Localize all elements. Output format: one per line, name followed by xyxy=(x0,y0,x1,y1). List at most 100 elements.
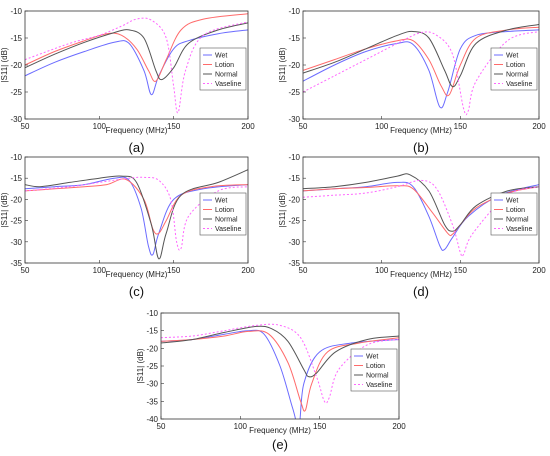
legend-label-vaseline: Vaseline xyxy=(215,226,241,233)
y-tick-label: -15 xyxy=(10,174,22,183)
series-line-lotion xyxy=(161,330,399,412)
legend-label-lotion: Lotion xyxy=(215,62,234,69)
series-line-vaseline xyxy=(25,176,248,251)
series-line-normal xyxy=(303,173,539,232)
x-tick-label: 200 xyxy=(532,122,546,131)
x-axis-label: Frequency (MHz) xyxy=(249,426,311,435)
x-tick-label: 100 xyxy=(375,122,389,131)
legend-label-wet: Wet xyxy=(506,53,518,60)
x-tick-label: 100 xyxy=(234,422,248,431)
legend-label-wet: Wet xyxy=(366,354,378,361)
x-tick-label: 150 xyxy=(313,422,327,431)
panel-0: 50 100 150 200 -10 -15 -20 -25 -30 Frequency (MHz… xyxy=(0,7,255,155)
x-tick-label: 150 xyxy=(167,122,181,131)
x-tick-label: 50 xyxy=(157,422,166,431)
x-axis-label: Frequency (MHz) xyxy=(390,270,452,279)
plot-frame xyxy=(24,156,249,264)
series-line-normal xyxy=(25,169,248,260)
y-tick-label: -10 xyxy=(10,153,22,162)
series-line-vaseline xyxy=(25,17,248,114)
legend-label-normal: Normal xyxy=(215,72,238,79)
series-line-lotion xyxy=(25,13,248,82)
series-line-normal xyxy=(161,325,399,378)
y-axis-label: |S11| (dB) xyxy=(278,192,287,227)
legend-label-lotion: Lotion xyxy=(215,207,234,214)
panel-label: (c) xyxy=(129,284,144,299)
series-line-vaseline xyxy=(303,179,539,258)
panel-3: 50 100 150 200 -10 -15 -20 -25 -30 -35 Frequency (… xyxy=(278,153,546,299)
legend-label-normal: Normal xyxy=(506,217,529,224)
y-tick-label: -25 xyxy=(288,217,300,226)
y-tick-label: -20 xyxy=(288,195,300,204)
y-tick-label: -35 xyxy=(146,397,158,406)
plot-frame xyxy=(302,156,540,264)
legend-label-wet: Wet xyxy=(215,198,227,205)
legend-label-lotion: Lotion xyxy=(506,207,525,214)
x-tick-label: 150 xyxy=(167,266,181,275)
series-line-wet xyxy=(161,329,399,419)
x-axis-label: Frequency (MHz) xyxy=(106,270,168,279)
y-axis-label: |S11| (dB) xyxy=(136,348,145,383)
x-tick-label: 150 xyxy=(454,266,468,275)
y-tick-label: -30 xyxy=(288,238,300,247)
series-line-normal xyxy=(303,24,539,88)
panel-label: (e) xyxy=(272,437,288,452)
legend-label-vaseline: Vaseline xyxy=(506,81,532,88)
legend: Wet Lotion Normal Vaseline xyxy=(490,47,538,91)
y-axis-label: |S11| (dB) xyxy=(278,47,287,82)
legend: Wet Lotion Normal Vaseline xyxy=(490,192,538,236)
y-tick-label: -10 xyxy=(146,309,158,318)
y-tick-label: -15 xyxy=(288,34,300,43)
y-tick-label: -15 xyxy=(146,327,158,336)
y-tick-label: -30 xyxy=(10,115,22,124)
legend-label-wet: Wet xyxy=(506,198,518,205)
y-tick-label: -15 xyxy=(288,174,300,183)
y-tick-label: -35 xyxy=(288,259,300,268)
y-tick-label: -20 xyxy=(146,344,158,353)
y-tick-label: -20 xyxy=(288,61,300,70)
y-tick-label: -30 xyxy=(10,238,22,247)
legend-label-wet: Wet xyxy=(215,53,227,60)
legend-label-lotion: Lotion xyxy=(506,62,525,69)
x-tick-label: 100 xyxy=(93,266,107,275)
y-tick-label: -20 xyxy=(10,195,22,204)
series-line-wet xyxy=(303,29,539,109)
panel-1: 50 100 150 200 -10 -15 -20 -25 -30 Frequency (MHz… xyxy=(278,7,546,155)
x-tick-label: 50 xyxy=(299,266,308,275)
x-axis-label: Frequency (MHz) xyxy=(106,126,168,135)
x-tick-label: 200 xyxy=(392,422,406,431)
x-tick-label: 50 xyxy=(21,122,30,131)
y-tick-label: -25 xyxy=(146,362,158,371)
y-tick-label: -15 xyxy=(10,34,22,43)
y-tick-label: -30 xyxy=(146,380,158,389)
y-tick-label: -25 xyxy=(10,88,22,97)
y-axis-label: |S11| (dB) xyxy=(0,192,9,227)
legend-label-normal: Normal xyxy=(506,72,529,79)
y-tick-label: -10 xyxy=(10,7,22,16)
y-tick-label: -25 xyxy=(10,217,22,226)
y-tick-label: -10 xyxy=(288,153,300,162)
series-line-wet xyxy=(303,181,539,251)
x-tick-label: 150 xyxy=(454,122,468,131)
x-tick-label: 200 xyxy=(241,122,255,131)
panel-label: (b) xyxy=(413,140,429,155)
x-tick-label: 200 xyxy=(532,266,546,275)
y-tick-label: -10 xyxy=(288,7,300,16)
x-tick-label: 100 xyxy=(93,122,107,131)
legend-label-lotion: Lotion xyxy=(366,363,385,370)
legend: Wet Lotion Normal Vaseline xyxy=(199,47,247,91)
y-tick-label: -40 xyxy=(146,415,158,424)
legend-label-vaseline: Vaseline xyxy=(506,226,532,233)
panel-label: (d) xyxy=(413,284,429,299)
legend-label-normal: Normal xyxy=(215,217,238,224)
panel-2: 50 100 150 200 -10 -15 -20 -25 -30 -35 Frequency (… xyxy=(0,153,255,299)
x-tick-label: 50 xyxy=(21,266,30,275)
legend-label-vaseline: Vaseline xyxy=(366,382,392,389)
y-axis-label: |S11| (dB) xyxy=(0,47,9,82)
legend-label-normal: Normal xyxy=(366,373,389,380)
series-line-vaseline xyxy=(161,323,399,404)
series-line-lotion xyxy=(303,185,539,237)
x-tick-label: 50 xyxy=(299,122,308,131)
